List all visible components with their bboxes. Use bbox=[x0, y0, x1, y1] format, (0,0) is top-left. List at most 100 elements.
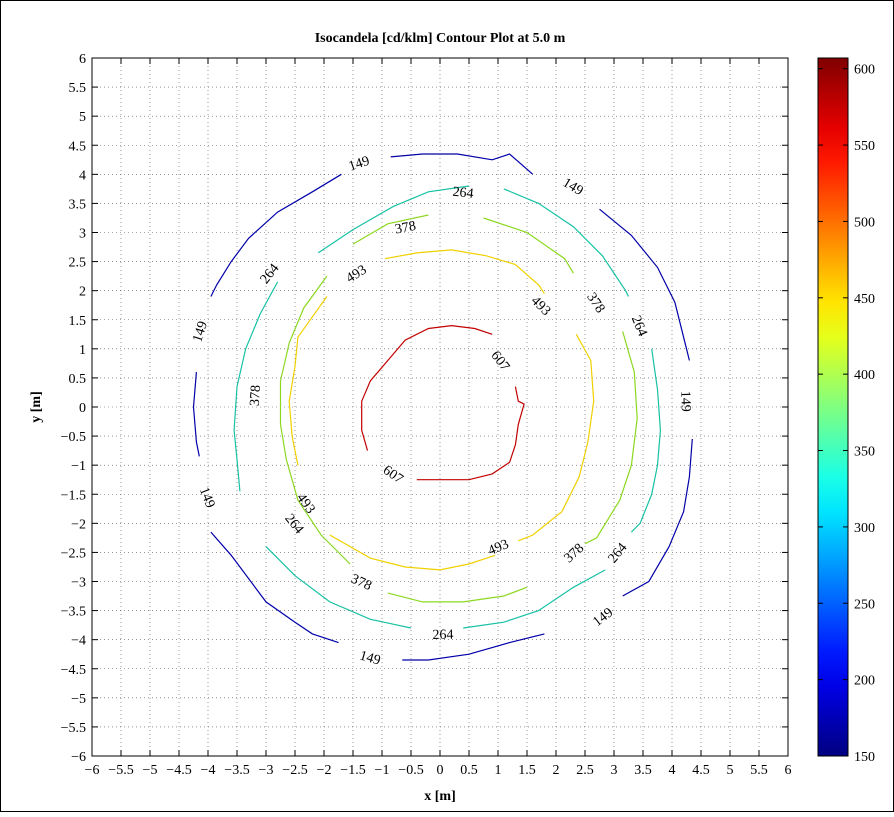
x-tick-label: −6 bbox=[85, 763, 100, 778]
x-tick-label: 0 bbox=[437, 763, 444, 778]
x-tick-label: 2.5 bbox=[576, 763, 594, 778]
x-tick-label: −2.5 bbox=[282, 763, 307, 778]
y-tick-label: 0.5 bbox=[69, 372, 87, 387]
contour-line bbox=[463, 569, 606, 629]
axes-box bbox=[91, 57, 789, 757]
x-tick-label: −0.5 bbox=[398, 763, 423, 778]
x-tick-label: −3 bbox=[259, 763, 274, 778]
grid bbox=[92, 58, 788, 756]
x-tick-label: 1 bbox=[495, 763, 502, 778]
contour-line bbox=[329, 534, 496, 571]
colorbar-gradient bbox=[817, 57, 849, 757]
y-tick-label: −5 bbox=[71, 692, 86, 707]
x-tick-label: 0.5 bbox=[460, 763, 478, 778]
y-tick-label: 0 bbox=[79, 401, 86, 416]
y-tick-label: −6 bbox=[71, 750, 86, 765]
x-tick-label: 5 bbox=[727, 763, 734, 778]
contour-label: 264 bbox=[452, 185, 474, 202]
colorbar-tick-label: 600 bbox=[854, 63, 875, 78]
contour-label: 149 bbox=[190, 320, 211, 345]
colorbar-tick-label: 300 bbox=[854, 521, 875, 536]
contour-line bbox=[352, 214, 429, 245]
x-tick-label: −2 bbox=[317, 763, 332, 778]
y-tick-label: 1 bbox=[79, 343, 86, 358]
x-tick-label: 3.5 bbox=[634, 763, 652, 778]
y-tick-label: −1 bbox=[71, 459, 86, 474]
chart-title: Isocandela [cd/klm] Contour Plot at 5.0 … bbox=[315, 31, 566, 46]
y-axis-label: y [m] bbox=[29, 391, 44, 423]
x-tick-label: 6 bbox=[785, 763, 792, 778]
contour-line bbox=[390, 153, 534, 175]
colorbar-tick-label: 250 bbox=[854, 597, 875, 612]
x-tick-label: −3.5 bbox=[224, 763, 249, 778]
contour-label: 378 bbox=[394, 219, 417, 238]
y-tick-label: −3 bbox=[71, 576, 86, 591]
y-tick-label: −0.5 bbox=[61, 430, 86, 445]
y-tick-label: 2.5 bbox=[69, 256, 87, 271]
contour-line bbox=[387, 586, 528, 603]
contour-line bbox=[384, 249, 545, 294]
colorbar-tick-label: 200 bbox=[854, 674, 875, 689]
y-tick-label: 4.5 bbox=[69, 139, 87, 154]
y-tick-label: −2.5 bbox=[61, 546, 86, 561]
x-tick-label: 3 bbox=[611, 763, 618, 778]
contour-label: 149 bbox=[196, 485, 218, 510]
colorbar-tick-label: 400 bbox=[854, 368, 875, 383]
x-tick-label: 1.5 bbox=[518, 763, 536, 778]
x-tick-label: −4.5 bbox=[166, 763, 191, 778]
contour-line bbox=[279, 275, 351, 565]
contour-line bbox=[210, 531, 339, 644]
contour-label: 264 bbox=[628, 314, 650, 339]
contour-line bbox=[584, 331, 638, 545]
y-tick-label: 5 bbox=[79, 110, 86, 125]
y-tick-label: −4.5 bbox=[61, 663, 86, 678]
contour-line bbox=[599, 208, 690, 361]
colorbar-tick-label: 550 bbox=[854, 139, 875, 154]
y-tick-label: 4 bbox=[79, 168, 86, 183]
x-axis-label: x [m] bbox=[424, 789, 456, 804]
x-tick-label: −5.5 bbox=[108, 763, 133, 778]
y-tick-label: −4 bbox=[71, 634, 86, 649]
x-tick-label: −4 bbox=[201, 763, 216, 778]
x-tick-label: 4.5 bbox=[692, 763, 710, 778]
y-tick-label: 1.5 bbox=[69, 314, 87, 329]
contour-line bbox=[192, 372, 200, 457]
contour-label: 264 bbox=[432, 628, 453, 643]
x-tick-label: −1.5 bbox=[340, 763, 365, 778]
contour-label: 149 bbox=[347, 154, 372, 175]
x-tick-label: 5.5 bbox=[750, 763, 768, 778]
contour-label: 493 bbox=[486, 537, 511, 559]
contour-line bbox=[233, 281, 279, 492]
colorbar-tick-label: 350 bbox=[854, 445, 875, 460]
contour-line bbox=[210, 173, 342, 297]
contour-line bbox=[416, 386, 525, 481]
contour-line bbox=[317, 185, 470, 254]
y-tick-label: 3 bbox=[79, 227, 86, 242]
contour-line bbox=[361, 324, 493, 451]
x-tick-label: 4 bbox=[669, 763, 676, 778]
y-tick-label: 6 bbox=[79, 52, 86, 67]
x-tick-label: 2 bbox=[553, 763, 560, 778]
colorbar: 150 200 250 300 350 400 450 500 550 600 bbox=[817, 57, 875, 765]
contour-label: 378 bbox=[248, 385, 264, 407]
plot-area: −6 −5.5 −5 −4.5 −4 −3.5 −3 −2.5 −2 −1.5 −1 −0.5 0 0.5… bbox=[61, 52, 792, 778]
y-tick-label: −3.5 bbox=[61, 605, 86, 620]
contour-line bbox=[630, 348, 662, 533]
colorbar-tick-label: 450 bbox=[854, 292, 875, 307]
contour-line bbox=[503, 188, 630, 297]
contour-line bbox=[265, 546, 412, 629]
y-tick-label: −2 bbox=[71, 517, 86, 532]
contour-line bbox=[288, 296, 328, 466]
contour-line bbox=[483, 217, 574, 274]
y-tick-label: −1.5 bbox=[61, 488, 86, 503]
x-tick-label: −1 bbox=[375, 763, 390, 778]
colorbar-tick-label: 150 bbox=[854, 750, 875, 765]
y-tick-label: 3.5 bbox=[69, 197, 87, 212]
y-tick-label: −5.5 bbox=[61, 721, 86, 736]
contour-line bbox=[622, 438, 693, 597]
x-tick-label: −5 bbox=[143, 763, 158, 778]
y-tick-label: 5.5 bbox=[69, 81, 87, 96]
colorbar-tick-label: 500 bbox=[854, 215, 875, 230]
